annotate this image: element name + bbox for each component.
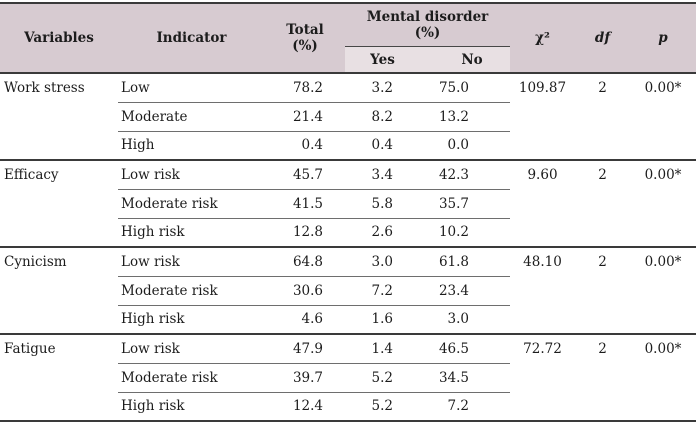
statistics-table: Variables Indicator Total (%) Mental dis… — [0, 2, 696, 422]
no-cell: 13.2 — [420, 102, 510, 132]
yes-cell: 2.6 — [345, 218, 420, 248]
no-cell: 34.5 — [420, 363, 510, 393]
table-row: High risk 4.6 1.6 3.0 — [0, 305, 696, 335]
table-row: Efficacy Low risk 45.7 3.4 42.3 9.60 2 0… — [0, 160, 696, 248]
yes-cell: 1.6 — [345, 305, 420, 335]
yes-cell: 8.2 — [345, 102, 420, 132]
indicator-cell: Low risk — [118, 160, 265, 190]
total-cell: 45.7 — [265, 160, 345, 190]
chi2-cell: 72.72 — [510, 334, 575, 422]
header-mental-disorder: Mental disorder (%) — [345, 3, 510, 47]
total-cell: 64.8 — [265, 247, 345, 277]
df-cell: 2 — [575, 160, 630, 248]
header-mental-line2: (%) — [414, 25, 441, 41]
header-df: df — [575, 3, 630, 74]
yes-cell: 5.8 — [345, 189, 420, 219]
total-cell: 78.2 — [265, 73, 345, 103]
group-efficacy: Efficacy Low risk 45.7 3.4 42.3 9.60 2 0… — [0, 160, 696, 248]
header-variables: Variables — [0, 3, 118, 74]
header-no: No — [420, 46, 510, 74]
no-cell: 42.3 — [420, 160, 510, 190]
no-cell: 0.0 — [420, 131, 510, 161]
table-header: Variables Indicator Total (%) Mental dis… — [0, 3, 696, 74]
total-cell: 21.4 — [265, 102, 345, 132]
no-cell: 61.8 — [420, 247, 510, 277]
indicator-cell: Moderate risk — [118, 276, 265, 306]
yes-cell: 5.2 — [345, 363, 420, 393]
header-indicator: Indicator — [118, 3, 265, 74]
group-work-stress: Work stress Low 78.2 3.2 75.0 109.87 2 0… — [0, 73, 696, 161]
table-row: Work stress Low 78.2 3.2 75.0 109.87 2 0… — [0, 73, 696, 161]
indicator-cell: Moderate risk — [118, 189, 265, 219]
no-cell: 46.5 — [420, 334, 510, 364]
yes-cell: 3.4 — [345, 160, 420, 190]
variable-cell: Fatigue — [0, 334, 118, 422]
no-cell: 10.2 — [420, 218, 510, 248]
table-row: Moderate 21.4 8.2 13.2 — [0, 102, 696, 132]
p-cell: 0.00* — [630, 247, 696, 335]
df-cell: 2 — [575, 334, 630, 422]
table-row: Moderate risk 41.5 5.8 35.7 — [0, 189, 696, 219]
variable-cell: Cynicism — [0, 247, 118, 335]
header-total-line2: (%) — [292, 38, 318, 54]
indicator-cell: Moderate risk — [118, 363, 265, 393]
indicator-cell: High risk — [118, 218, 265, 248]
header-mental-line1: Mental disorder — [366, 9, 489, 25]
indicator-cell: High risk — [118, 392, 265, 422]
total-cell: 30.6 — [265, 276, 345, 306]
no-cell: 35.7 — [420, 189, 510, 219]
total-cell: 39.7 — [265, 363, 345, 393]
chi2-cell: 109.87 — [510, 73, 575, 161]
chi2-cell: 48.10 — [510, 247, 575, 335]
header-p: p — [630, 3, 696, 74]
indicator-cell: High risk — [118, 305, 265, 335]
no-cell: 7.2 — [420, 392, 510, 422]
p-cell: 0.00* — [630, 160, 696, 248]
total-cell: 12.4 — [265, 392, 345, 422]
no-cell: 75.0 — [420, 73, 510, 103]
yes-cell: 5.2 — [345, 392, 420, 422]
df-cell: 2 — [575, 247, 630, 335]
header-chi-square: χ² — [510, 3, 575, 74]
total-cell: 0.4 — [265, 131, 345, 161]
group-fatigue: Fatigue Low risk 47.9 1.4 46.5 72.72 2 0… — [0, 334, 696, 422]
variable-cell: Efficacy — [0, 160, 118, 248]
group-cynicism: Cynicism Low risk 64.8 3.0 61.8 48.10 2 … — [0, 247, 696, 335]
yes-cell: 3.0 — [345, 247, 420, 277]
indicator-cell: High — [118, 131, 265, 161]
indicator-cell: Moderate — [118, 102, 265, 132]
indicator-cell: Low — [118, 73, 265, 103]
no-cell: 3.0 — [420, 305, 510, 335]
indicator-cell: Low risk — [118, 334, 265, 364]
header-total-line1: Total — [286, 22, 324, 38]
chi2-cell: 9.60 — [510, 160, 575, 248]
table-row: Fatigue Low risk 47.9 1.4 46.5 72.72 2 0… — [0, 334, 696, 422]
table-row: Moderate risk 39.7 5.2 34.5 — [0, 363, 696, 393]
header-total-percent: Total (%) — [265, 3, 345, 74]
no-cell: 23.4 — [420, 276, 510, 306]
yes-cell: 1.4 — [345, 334, 420, 364]
yes-cell: 3.2 — [345, 73, 420, 103]
table-row: Moderate risk 30.6 7.2 23.4 — [0, 276, 696, 306]
table-row: High risk 12.8 2.6 10.2 — [0, 218, 696, 248]
df-cell: 2 — [575, 73, 630, 161]
table-row: High risk 12.4 5.2 7.2 — [0, 392, 696, 422]
total-cell: 47.9 — [265, 334, 345, 364]
total-cell: 12.8 — [265, 218, 345, 248]
total-cell: 41.5 — [265, 189, 345, 219]
variable-cell: Work stress — [0, 73, 118, 161]
p-cell: 0.00* — [630, 334, 696, 422]
indicator-cell: Low risk — [118, 247, 265, 277]
yes-cell: 7.2 — [345, 276, 420, 306]
table-row: High 0.4 0.4 0.0 — [0, 131, 696, 161]
p-cell: 0.00* — [630, 73, 696, 161]
table-row: Cynicism Low risk 64.8 3.0 61.8 48.10 2 … — [0, 247, 696, 335]
header-yes: Yes — [345, 46, 420, 74]
yes-cell: 0.4 — [345, 131, 420, 161]
total-cell: 4.6 — [265, 305, 345, 335]
